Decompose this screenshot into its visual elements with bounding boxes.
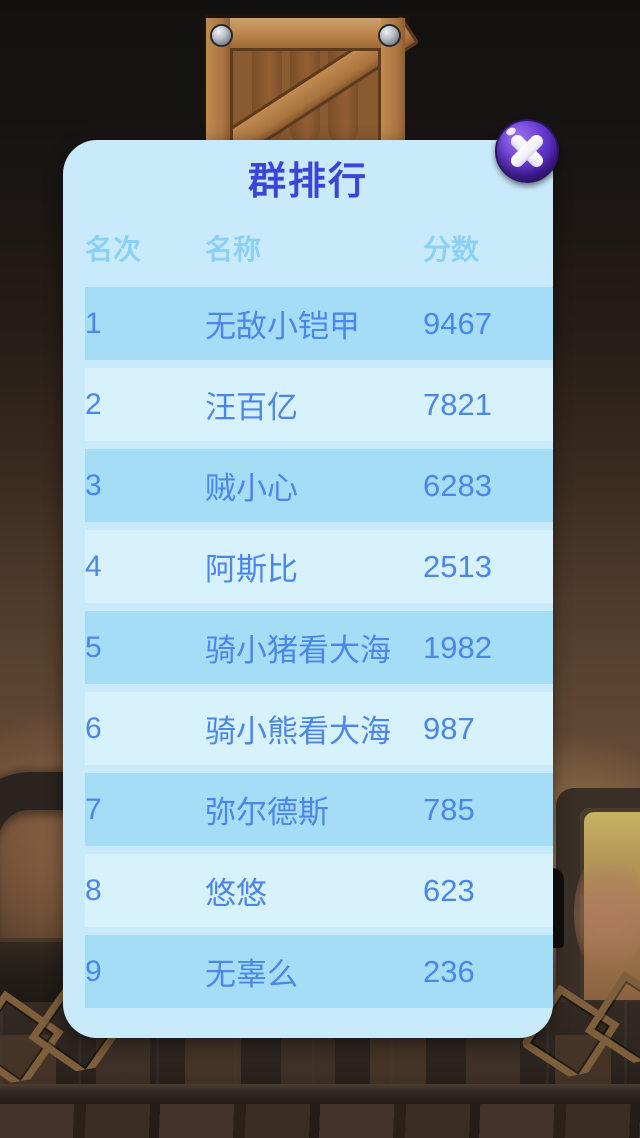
ranking-list: 1 无敌小铠甲 9467 2 汪百亿 7821 3 贼小心 6283 4 阿斯比… [63,283,553,1012]
table-row: 3 贼小心 6283 [63,445,553,526]
wooden-crate [202,14,420,161]
floor-metal-rail [0,1084,640,1104]
rank-cell: 7 [85,792,102,826]
score-cell: 623 [423,872,475,908]
name-cell: 骑小猪看大海 [205,633,391,668]
name-cell: 贼小心 [205,471,298,506]
furnace-structure [556,788,640,1016]
table-row: 7 弥尔德斯 785 [63,769,553,850]
group-ranking-panel: 群排行 名次 名称 分数 1 无敌小铠甲 9467 2 汪百亿 7821 3 贼… [63,140,553,1038]
panel-title: 群排行 [247,161,368,203]
score-cell: 2513 [423,548,492,584]
rank-cell: 1 [85,306,102,340]
name-cell: 悠悠 [205,876,267,911]
table-row: 5 骑小猪看大海 1982 [63,607,553,688]
table-row: 6 骑小熊看大海 987 [63,688,553,769]
score-cell: 7821 [423,386,492,422]
furnace-smoke [574,848,640,978]
rank-cell: 4 [85,549,102,583]
rank-cell: 8 [85,873,102,907]
column-header-score: 分数 [423,234,480,265]
rank-cell: 5 [85,630,102,664]
wood-debris [0,1035,640,1087]
rank-cell: 2 [85,387,102,421]
crate-top-plank [230,18,381,51]
score-cell: 236 [423,953,475,989]
column-header-rank: 名次 [85,234,142,265]
score-cell: 1982 [423,629,492,665]
floor-planks [0,1104,640,1138]
score-cell: 785 [423,791,475,827]
column-header-name: 名称 [205,234,262,265]
rank-cell: 9 [85,954,102,988]
name-cell: 弥尔德斯 [205,795,329,830]
score-cell: 6283 [423,467,492,503]
table-row: 8 悠悠 623 [63,850,553,931]
table-row: 9 无辜么 236 [63,931,553,1012]
rank-cell: 3 [85,468,102,502]
score-cell: 9467 [423,305,492,341]
crate-bolt-icon [378,24,401,47]
table-row: 1 无敌小铠甲 9467 [63,283,553,364]
table-header: 名次 名称 分数 [63,228,553,268]
table-row: 2 汪百亿 7821 [63,364,553,445]
name-cell: 汪百亿 [205,390,298,425]
close-button[interactable] [495,119,559,183]
name-cell: 阿斯比 [205,552,298,587]
rank-cell: 6 [85,711,102,745]
table-row: 4 阿斯比 2513 [63,526,553,607]
name-cell: 骑小熊看大海 [205,714,391,749]
score-cell: 987 [423,710,475,746]
name-cell: 无辜么 [205,957,298,992]
name-cell: 无敌小铠甲 [205,309,360,344]
crate-bolt-icon [210,24,233,47]
